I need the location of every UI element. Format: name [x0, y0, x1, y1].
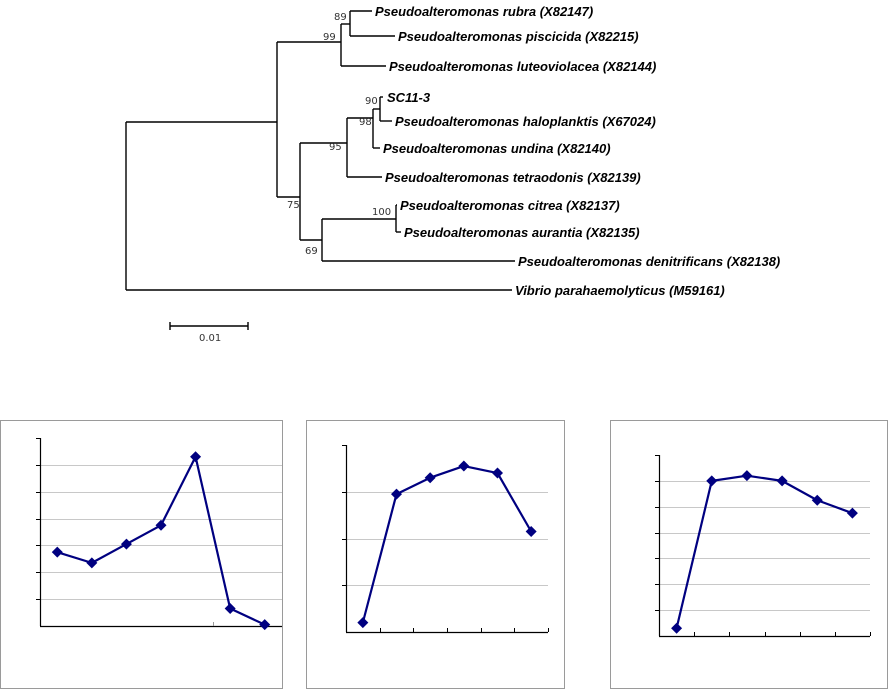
data-point-marker	[846, 507, 858, 519]
taxon-label: Vibrio parahaemolyticus (M59161)	[515, 283, 725, 298]
data-point-marker	[224, 603, 236, 615]
data-point-marker	[776, 475, 788, 487]
chart-frame	[306, 420, 565, 689]
taxon-label: Pseudoalteromonas luteoviolacea (X82144)	[389, 59, 656, 74]
taxon-label: SC11-3	[387, 90, 431, 105]
data-point-marker	[424, 472, 436, 484]
chart-panel-2	[306, 420, 565, 689]
chart-panel-3	[610, 420, 888, 689]
bootstrap-value: 90	[365, 96, 378, 107]
data-point-marker	[190, 451, 202, 463]
taxon-label: Pseudoalteromonas denitrificans (X82138)	[518, 254, 780, 269]
bootstrap-value: 75	[287, 200, 300, 211]
taxon-label: Pseudoalteromonas undina (X82140)	[383, 141, 611, 156]
taxon-label: Pseudoalteromonas piscicida (X82215)	[398, 29, 639, 44]
data-point-marker	[671, 622, 683, 634]
data-point-marker	[492, 467, 503, 479]
data-point-marker	[86, 557, 98, 569]
series-line	[56, 455, 266, 626]
data-point-marker	[525, 525, 537, 537]
data-point-marker	[458, 460, 470, 472]
data-point-marker	[120, 538, 132, 550]
bootstrap-value: 95	[329, 142, 342, 153]
data-point-marker	[357, 617, 369, 629]
taxon-label: Pseudoalteromonas rubra (X82147)	[375, 4, 593, 19]
bootstrap-value: 98	[359, 117, 372, 128]
data-point-marker	[706, 475, 718, 487]
bootstrap-value: 89	[334, 12, 347, 23]
series-line	[361, 464, 533, 623]
taxon-label: Pseudoalteromonas citrea (X82137)	[400, 198, 620, 213]
bootstrap-value: 100	[372, 207, 391, 218]
data-point-marker	[259, 619, 271, 631]
scale-bar: 0.01	[169, 322, 249, 344]
taxon-label: Pseudoalteromonas aurantia (X82135)	[404, 225, 640, 240]
phylogenetic-tree: Pseudoalteromonas rubra (X82147) Pseudoa…	[125, 4, 780, 344]
bootstrap-value: 69	[305, 246, 318, 257]
taxon-label: Pseudoalteromonas tetraodonis (X82139)	[385, 170, 641, 185]
data-point-marker	[391, 488, 402, 500]
chart-frame	[0, 420, 283, 689]
bootstrap-value: 99	[323, 32, 336, 43]
data-point-marker	[811, 494, 823, 506]
data-point-marker	[155, 519, 167, 531]
taxon-label: Pseudoalteromonas haloplanktis (X67024)	[395, 114, 656, 129]
scale-bar-label: 0.01	[199, 333, 221, 344]
data-point-marker	[51, 546, 63, 558]
chart-panel-1	[0, 420, 283, 689]
data-point-marker	[741, 470, 753, 482]
series-line	[675, 474, 853, 629]
chart-frame	[610, 420, 888, 689]
